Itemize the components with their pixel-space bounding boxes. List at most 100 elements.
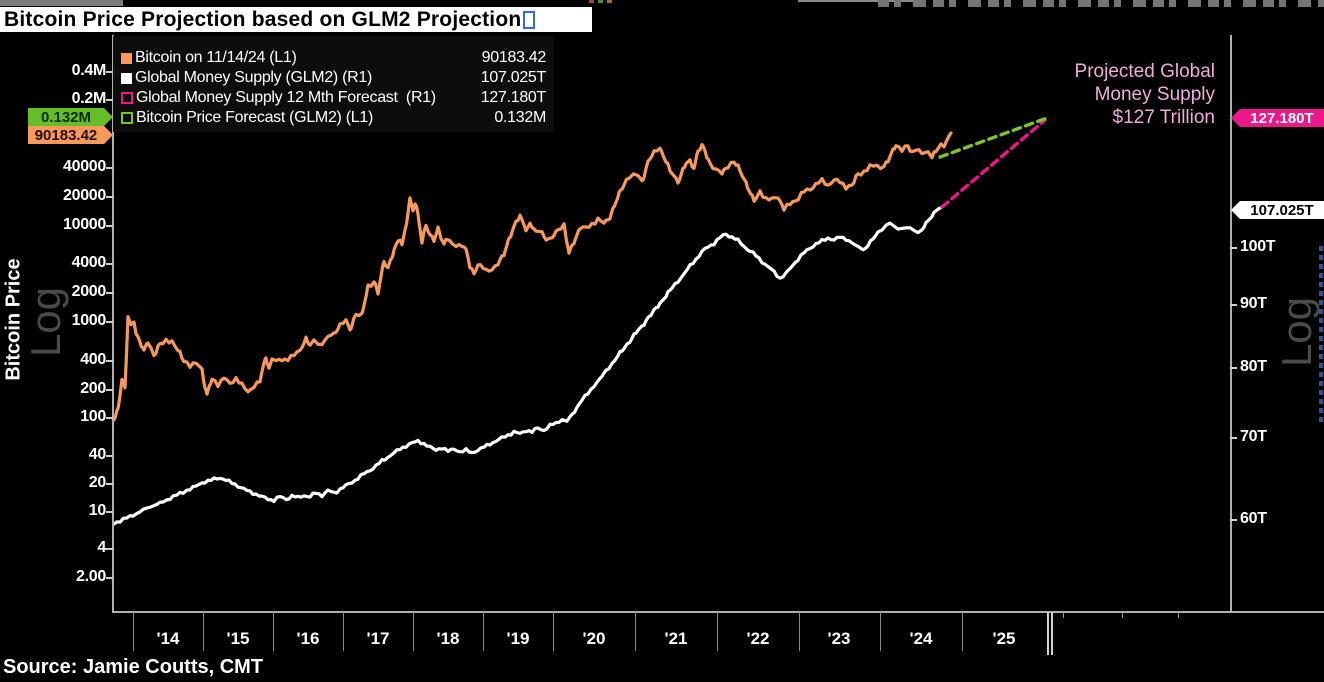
legend-solid-swatch [121, 52, 132, 64]
right-tick-mark [1230, 367, 1237, 369]
right-tick-mark [1230, 437, 1237, 439]
year-label[interactable]: '17 [366, 629, 390, 648]
series-bitcoin-price-forecast-glm2- [938, 116, 1049, 159]
year-label[interactable]: '23 [827, 629, 851, 648]
right-tick-mark [1230, 304, 1237, 306]
legend-row[interactable]: Global Money Supply (GLM2) (R1) 107.025T [113, 68, 554, 88]
bottom-axis-line [112, 611, 1324, 613]
left-tick-mark [106, 292, 113, 294]
left-tick-mark [106, 321, 113, 323]
topbar-speck-green [598, 0, 603, 3]
legend-row[interactable]: Bitcoin on 11/14/24 (L1) 90183.42 [113, 48, 554, 68]
badge-arrow [1231, 201, 1240, 219]
legend-label: Bitcoin on 11/14/24 (L1) [135, 49, 297, 66]
year-label[interactable]: '16 [296, 629, 320, 648]
legend-value: 127.180T [480, 89, 547, 106]
left-tick-label: 400 [80, 351, 106, 368]
right-edge-clipped-text [1319, 246, 1323, 426]
legend-row[interactable]: Global Money Supply 12 Mth Forecast (R1)… [113, 88, 554, 108]
topbar-gray-bar [0, 0, 123, 6]
page-title[interactable]: Bitcoin Price Projection based on GLM2 P… [4, 7, 522, 31]
year-separator [635, 612, 636, 651]
legend-row[interactable]: Bitcoin Price Forecast (GLM2) (L1) 0.132M [113, 108, 554, 128]
left-tick-label: 1000 [71, 312, 107, 329]
right-axis-line [1230, 35, 1232, 612]
left-tick-mark [106, 167, 113, 169]
right-tick-label: 80T [1240, 358, 1267, 375]
left-tick-mark [106, 389, 113, 391]
year-separator [717, 612, 718, 651]
right-tick-label: 90T [1240, 295, 1267, 312]
year-label[interactable]: '20 [582, 629, 606, 648]
text-cursor [523, 10, 536, 29]
legend-box: Bitcoin on 11/14/24 (L1) 90183.42 Global M… [113, 36, 554, 132]
year-label[interactable]: '21 [664, 629, 688, 648]
left-tick-mark [106, 483, 113, 485]
year-label[interactable]: '15 [226, 629, 250, 648]
year-separator [273, 612, 274, 651]
left-tick-label: 0.2M [71, 90, 107, 107]
right-tick-mark [1230, 247, 1237, 249]
topbar-speck-red [589, 0, 594, 3]
left-tick-mark [106, 455, 113, 457]
badge-arrow [104, 108, 113, 126]
left-tick-label: 20 [88, 474, 107, 491]
left-tick-label: 40 [88, 446, 107, 463]
year-label[interactable]: '24 [909, 629, 933, 648]
data-end-separator [1051, 612, 1053, 655]
year-label[interactable]: '22 [746, 629, 770, 648]
annotation-line-2: Money Supply [1094, 84, 1215, 105]
legend-label: Bitcoin Price Forecast (GLM2) (L1) [136, 109, 373, 126]
left-tick-label: 10000 [63, 216, 106, 233]
left-tick-label: 2.00 [76, 568, 106, 585]
left-tick-label: 2000 [71, 283, 107, 300]
year-separator [799, 612, 800, 651]
right-tick-label: 100T [1240, 238, 1276, 255]
year-label[interactable]: '18 [436, 629, 460, 648]
left-tick-label: 4 [97, 539, 106, 556]
left-tick-label: 100 [80, 408, 106, 425]
left-tick-label: 10 [88, 502, 107, 519]
badge-arrow [104, 126, 113, 144]
left-tick-mark [106, 225, 113, 227]
year-separator [203, 612, 204, 651]
left-tick-label: 40000 [63, 158, 106, 175]
left-tick-mark [106, 360, 113, 362]
left-tick-mark [106, 511, 113, 513]
left-tick-label: 20000 [63, 187, 106, 204]
left-tick-mark [106, 263, 113, 265]
year-separator [483, 612, 484, 651]
forecast-annotation: Projected Global Money Supply $127 Trill… [1075, 60, 1215, 129]
annotation-line-1: Projected Global [1074, 61, 1215, 82]
right-tick-label: 60T [1240, 510, 1267, 527]
year-label[interactable]: '14 [156, 629, 180, 648]
minor-tick [1178, 612, 1179, 618]
legend-solid-swatch [121, 72, 132, 84]
legend-dashed-swatch [121, 112, 133, 124]
left-log-label: Log [22, 286, 69, 358]
year-label[interactable]: '25 [992, 629, 1016, 648]
legend-value: 90183.42 [481, 49, 547, 66]
left-tick-mark [106, 196, 113, 198]
topbar-gray-line [798, 0, 917, 2]
left-tick-label: 200 [80, 380, 106, 397]
left-tick-label: 0.4M [71, 62, 107, 79]
year-separator [553, 612, 554, 651]
legend-value: 107.025T [480, 69, 547, 86]
right-axis-badge: 107.025T [1231, 201, 1324, 219]
legend-label: Global Money Supply 12 Mth Forecast (R1) [136, 89, 436, 106]
left-axis-line [112, 35, 114, 612]
legend-label: Global Money Supply (GLM2) (R1) [135, 69, 373, 86]
series-global-money-supply-12-mth-forecast [940, 118, 1047, 209]
annotation-line-3: $127 Trillion [1112, 107, 1215, 128]
year-label[interactable]: '19 [506, 629, 530, 648]
topbar-speck-orange [607, 0, 612, 3]
source-credit: Source: Jamie Coutts, CMT [3, 656, 264, 678]
year-separator [133, 612, 134, 651]
series-global-money-supply-glm2- [112, 205, 944, 526]
minor-tick [1122, 612, 1123, 618]
left-axis-badge: 90183.42 [28, 126, 113, 144]
topbar-clipped-text [878, 0, 1324, 7]
